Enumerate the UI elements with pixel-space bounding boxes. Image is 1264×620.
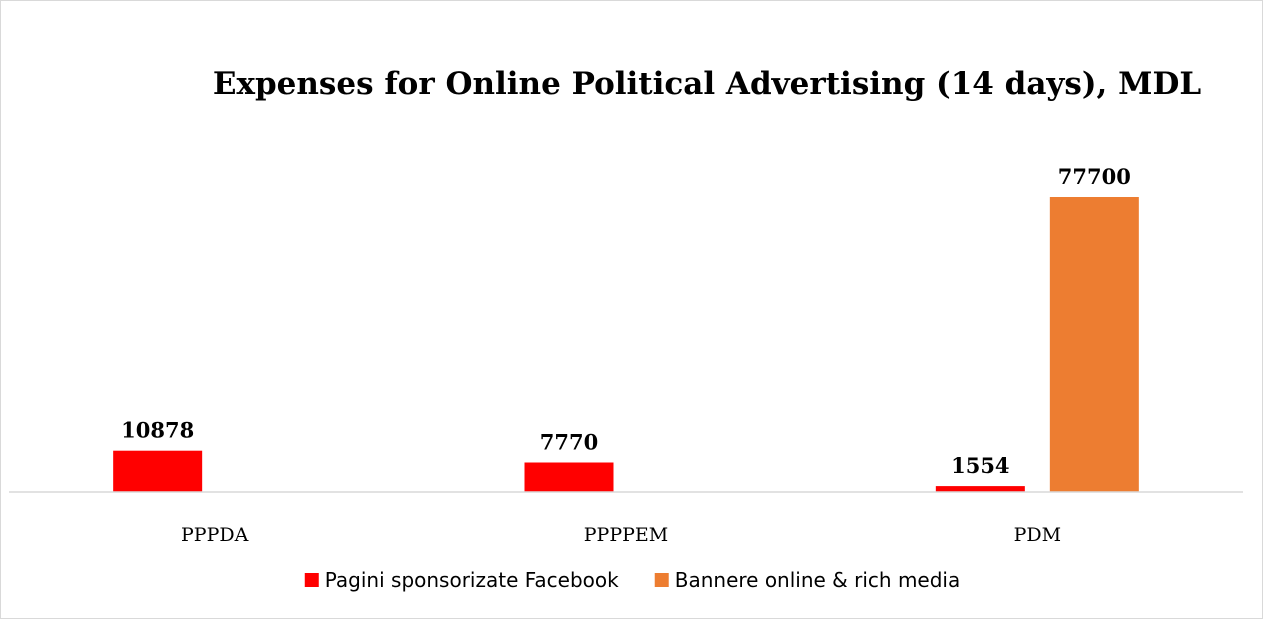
chart-title: Expenses for Online Political Advertisin…	[213, 66, 1201, 102]
data-label-ppppem-series-1: 7770	[540, 430, 598, 455]
data-label-pdm-series-2: 77700	[1058, 164, 1131, 189]
data-label-pdm-series-1: 1554	[951, 453, 1009, 478]
x-tick-label-pdm: PDM	[1014, 524, 1061, 546]
x-axis-tick-labels: PPPDA PPPPEM PDM	[181, 524, 1061, 546]
legend-item-1: Pagini sponsorizate Facebook	[304, 568, 619, 592]
legend-swatch-2	[654, 573, 669, 587]
legend-label-1: Pagini sponsorizate Facebook	[325, 568, 619, 592]
legend-swatch-1	[304, 573, 319, 587]
plot-area: 10878 7770 1554 77700	[113, 164, 1139, 492]
legend-item-2: Bannere online & rich media	[654, 568, 961, 592]
legend-label-2: Bannere online & rich media	[675, 568, 961, 592]
bar-ppppem-series-1	[524, 462, 614, 492]
bar-pdm-series-1	[935, 486, 1025, 492]
x-tick-label-ppppem: PPPPEM	[584, 524, 668, 546]
data-label-pppda-series-1: 10878	[121, 418, 194, 443]
bar-pppda-series-1	[113, 450, 203, 492]
bar-pdm-series-2	[1049, 197, 1139, 492]
x-tick-label-pppda: PPPDA	[181, 524, 249, 546]
legend: Pagini sponsorizate Facebook Bannere onli…	[304, 568, 961, 592]
